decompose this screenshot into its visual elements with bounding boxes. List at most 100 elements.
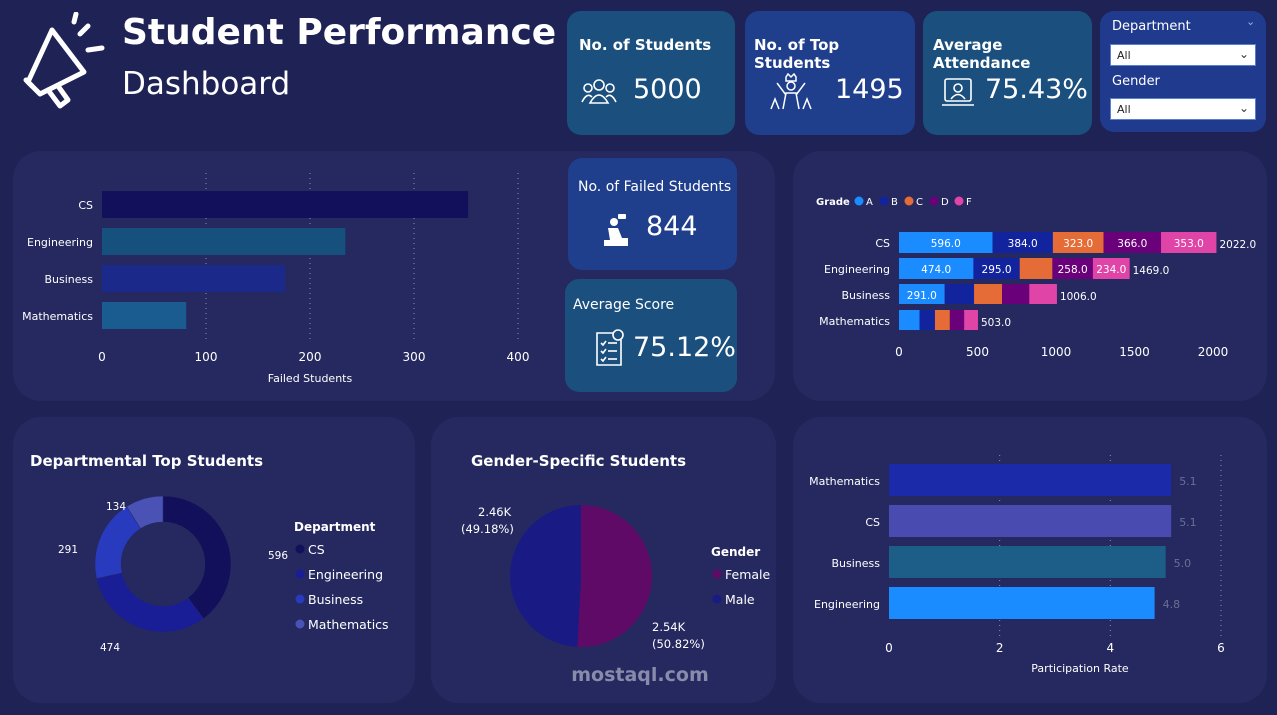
x-tick-label: 1500	[1119, 345, 1150, 359]
stacked-bar-segment	[1052, 258, 1093, 279]
people-icon	[581, 79, 617, 104]
legend-title: Department	[294, 520, 376, 534]
data-label: 291.0	[907, 290, 937, 302]
y-tick-label: Engineering	[814, 598, 880, 611]
x-tick-label: 4	[1107, 641, 1115, 655]
chevron-down-icon[interactable]: ⌄	[1246, 15, 1256, 28]
kpi-card-students: No. of Students 5000	[567, 11, 735, 135]
watermark-text: mostaql.com	[571, 664, 709, 686]
gender-select-value: All	[1117, 103, 1131, 116]
data-label: 596	[268, 550, 288, 562]
stacked-bar-segment	[899, 284, 945, 304]
y-tick-label: Mathematics	[22, 310, 93, 323]
data-label: (49.18%)	[461, 522, 514, 536]
page-title: Student Performance	[122, 12, 557, 53]
gender-select[interactable]: All ⌄	[1110, 98, 1256, 120]
pie-slice	[577, 505, 652, 647]
legend-title: Grade	[816, 197, 850, 208]
stacked-bar-segment	[1103, 232, 1162, 253]
donut-slice	[162, 495, 232, 620]
kpi-value: 75.12%	[633, 332, 736, 363]
data-label: 474.0	[921, 264, 951, 276]
data-label: 384.0	[1008, 238, 1038, 250]
donut-slice	[96, 572, 204, 633]
data-label: 323.0	[1063, 238, 1093, 250]
data-label: 474	[100, 642, 120, 654]
stacked-bar-segment	[1001, 284, 1030, 304]
data-label: 366.0	[1117, 238, 1147, 250]
grade-distribution-chart: Grade A B C D F CS 596.0 384.0 323.0 366.0 353.0 202…	[816, 196, 1256, 359]
legend-marker	[295, 619, 305, 629]
legend-label: A	[866, 197, 873, 208]
data-label: 295.0	[982, 264, 1012, 276]
legend-label: C	[916, 197, 923, 208]
bar	[889, 505, 1172, 537]
stacked-bar-segment	[949, 310, 965, 330]
data-label: 596.0	[931, 238, 961, 250]
legend-label: Female	[725, 567, 771, 582]
total-label: 1469.0	[1133, 265, 1170, 277]
x-tick-label: 2	[996, 641, 1004, 655]
legend-label: Mathematics	[308, 617, 389, 632]
legend-title: Gender	[711, 545, 760, 559]
data-label: 134	[106, 501, 126, 513]
stacked-bar-segment	[1019, 258, 1053, 279]
legend-marker	[954, 196, 964, 206]
chevron-down-icon: ⌄	[1238, 101, 1249, 115]
kpi-card-top-students: No. of Top Students 1495	[745, 11, 915, 135]
stacked-bar-segment	[944, 284, 975, 304]
legend-label: B	[891, 197, 898, 208]
legend-marker	[712, 594, 722, 604]
bar	[889, 587, 1155, 619]
gender-specific-students-chart: 2.54K (50.82%) 2.46K (49.18%) Gender Female Ma…	[461, 505, 771, 651]
stacked-bar-segment	[934, 310, 950, 330]
department-select[interactable]: All ⌄	[1110, 44, 1256, 66]
report-icon	[596, 329, 624, 366]
watermark: mostaql.com	[560, 620, 720, 686]
departmental-top-students-chart: 596 474 291 134 Department CS Engineering Busin…	[58, 495, 389, 654]
data-label: 291	[58, 544, 78, 556]
data-label: (50.82%)	[652, 637, 705, 651]
kpi-label: Average Attendance	[933, 36, 1031, 72]
data-label: 5.0	[1174, 557, 1192, 570]
bar	[102, 228, 346, 255]
legend-marker	[295, 569, 305, 579]
total-label: 1006.0	[1060, 291, 1097, 303]
legend-marker	[929, 196, 939, 206]
kpi-card-attendance: Average Attendance 75.43%	[923, 11, 1092, 135]
y-tick-label: Business	[841, 289, 890, 302]
legend-marker	[879, 196, 889, 206]
y-tick-label: CS	[865, 516, 880, 529]
legend-marker	[712, 569, 722, 579]
stacked-bar-segment	[974, 284, 1002, 304]
x-axis-label: Participation Rate	[1031, 662, 1129, 675]
filter-panel: Department ⌄ All ⌄ Gender All ⌄	[1100, 11, 1266, 132]
stacked-bar-segment	[899, 232, 993, 253]
stacked-bar-segment	[992, 232, 1053, 253]
total-label: 503.0	[981, 317, 1011, 329]
x-tick-label: 2000	[1198, 345, 1229, 359]
legend-label: D	[941, 197, 949, 208]
department-select-value: All	[1117, 49, 1131, 62]
kpi-label: No. of Top Students	[754, 36, 840, 72]
total-label: 2022.0	[1219, 239, 1256, 251]
kpi-card-avg-score: Average Score 75.12%	[565, 279, 737, 392]
x-tick-label: 300	[403, 350, 426, 364]
y-tick-label: Engineering	[824, 263, 890, 276]
x-tick-label: 0	[98, 350, 106, 364]
data-label: 258.0	[1058, 264, 1088, 276]
stacked-bar-segment	[1052, 232, 1104, 253]
y-tick-label: Mathematics	[819, 315, 890, 328]
bar	[889, 464, 1172, 496]
y-tick-label: Engineering	[27, 236, 93, 249]
department-filter-label: Department	[1112, 19, 1191, 34]
x-tick-label: 500	[966, 345, 989, 359]
data-label: 4.8	[1163, 598, 1181, 611]
legend-marker	[904, 196, 914, 206]
legend-marker	[295, 594, 305, 604]
kpi-label: No. of Failed Students	[578, 179, 732, 195]
stacked-bar-segment	[1092, 258, 1130, 279]
bar	[102, 302, 187, 329]
stacked-bar-segment	[899, 310, 920, 330]
gender-filter-label: Gender	[1112, 74, 1160, 89]
